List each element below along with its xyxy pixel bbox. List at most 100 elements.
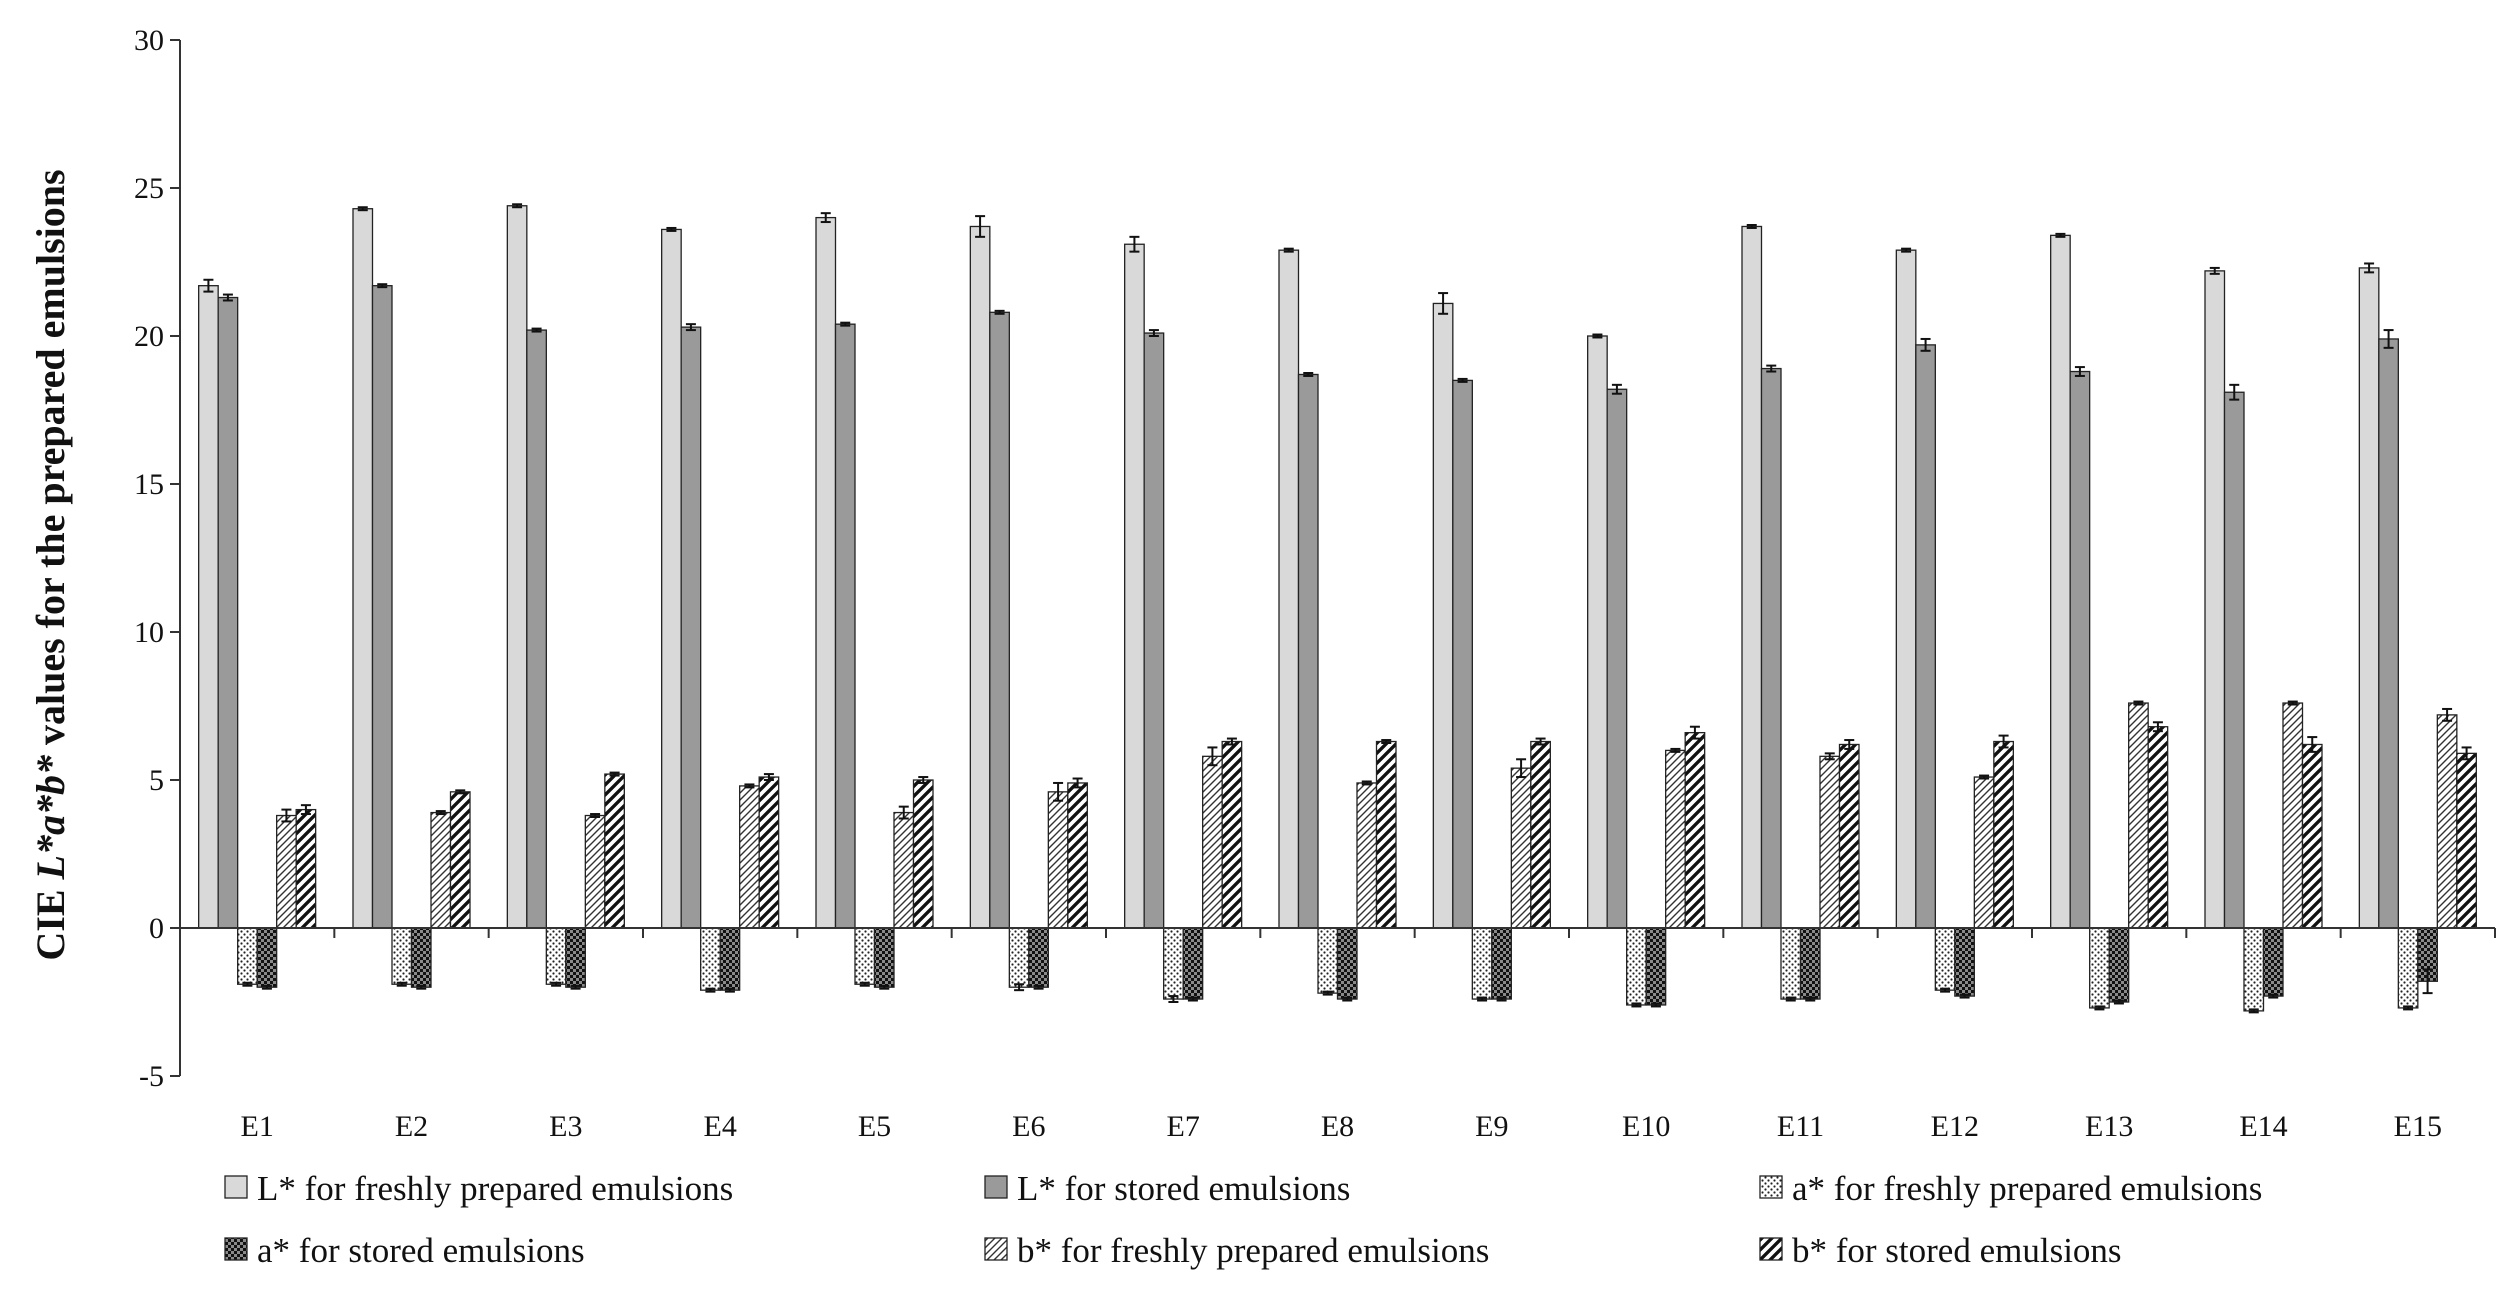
- error-bar: [2268, 993, 2279, 999]
- y-axis: -5 0 5 10 15 20 25 30: [134, 24, 181, 1093]
- bar: [1336, 927, 1358, 1000]
- error-bars: [203, 203, 2472, 1014]
- bar: [1375, 740, 1397, 929]
- error-bar: [590, 813, 601, 818]
- bar: [1606, 388, 1628, 929]
- legend-item: b* for freshly prepared emulsions: [984, 1231, 1489, 1270]
- bar: [276, 814, 297, 929]
- bar: [1895, 249, 1917, 929]
- y-tick-label: 0: [149, 912, 164, 945]
- error-bar: [2403, 1005, 2414, 1011]
- error-bar: [1361, 780, 1372, 786]
- error-bar: [416, 984, 427, 990]
- bar: [2456, 752, 2477, 929]
- bar: [1008, 927, 1030, 988]
- legend-label: a* for stored emulsions: [257, 1231, 585, 1270]
- error-bar: [1207, 746, 1218, 767]
- error-bar: [1381, 739, 1392, 744]
- bar: [565, 927, 586, 988]
- bar: [2243, 927, 2265, 1012]
- legend-label: L* for stored emulsions: [1017, 1169, 1350, 1208]
- y-tick-label: 25: [134, 172, 164, 205]
- x-tick-label: E11: [1777, 1110, 1824, 1143]
- error-bar: [1650, 1002, 1661, 1008]
- bar: [1684, 731, 1706, 929]
- bar: [1202, 755, 1223, 929]
- bar: [1124, 243, 1145, 929]
- error-bar: [1014, 983, 1025, 992]
- legend-label: L* for freshly prepared emulsions: [257, 1169, 733, 1208]
- x-tick-label: E14: [2239, 1110, 2287, 1143]
- bar: [834, 323, 856, 929]
- bar: [526, 329, 547, 929]
- bar: [1491, 927, 1512, 1000]
- bar: [1432, 302, 1454, 929]
- y-axis-title-prefix: CIE: [28, 879, 73, 960]
- error-bar: [1824, 752, 1835, 761]
- bar: [1317, 927, 1339, 994]
- bar: [391, 927, 413, 985]
- bar: [604, 773, 625, 929]
- error-bar: [2307, 736, 2318, 753]
- bar: [719, 927, 741, 991]
- bar: [1182, 927, 1204, 1000]
- error-bar: [975, 215, 986, 238]
- error-bar: [512, 203, 523, 209]
- bar: [1278, 249, 1300, 929]
- legend-swatch: [224, 1175, 248, 1199]
- error-bar: [1746, 224, 1757, 229]
- bar: [2378, 338, 2399, 929]
- bar: [2089, 927, 2110, 1009]
- bar: [854, 927, 876, 985]
- bar: [1047, 791, 1069, 929]
- error-bar: [1901, 247, 1912, 253]
- error-bar: [551, 981, 562, 987]
- error-bar: [2287, 700, 2298, 706]
- bar: [912, 779, 934, 929]
- error-bar: [203, 278, 214, 293]
- error-bar: [2364, 262, 2375, 274]
- bar: [2301, 743, 2323, 929]
- bar: [237, 927, 258, 985]
- error-bar: [1496, 996, 1507, 1002]
- bar: [1934, 927, 1956, 991]
- error-bar: [2229, 383, 2240, 401]
- bar: [506, 205, 528, 929]
- bar: [1954, 927, 1975, 997]
- error-bar: [1457, 377, 1468, 383]
- bar: [1221, 740, 1243, 929]
- error-bar: [2442, 707, 2453, 722]
- bar: [2204, 270, 2226, 929]
- bar: [1799, 927, 1821, 1000]
- x-tick-label: E2: [395, 1110, 428, 1143]
- error-bar: [2074, 366, 2085, 377]
- bar: [295, 808, 317, 929]
- bar: [1838, 743, 1860, 929]
- error-bar: [685, 323, 696, 332]
- error-bar: [1785, 996, 1796, 1002]
- bar: [584, 814, 606, 929]
- y-axis-title: CIE L*a*b* values for the prepared emuls…: [28, 169, 73, 960]
- error-bar: [1959, 993, 1970, 999]
- bar: [661, 228, 682, 929]
- error-bar: [994, 309, 1005, 315]
- bar: [1915, 344, 1936, 929]
- legend-swatch: [984, 1237, 1008, 1261]
- error-bar: [724, 987, 735, 993]
- bar: [1510, 767, 1532, 929]
- error-bar: [1226, 737, 1237, 746]
- error-bar: [396, 981, 407, 987]
- y-tick-label: 15: [134, 468, 164, 501]
- bar: [1665, 749, 1686, 929]
- legend-label: b* for stored emulsions: [1792, 1231, 2122, 1270]
- bar: [2069, 370, 2091, 929]
- y-tick-label: 10: [134, 616, 164, 649]
- legend-label: b* for freshly prepared emulsions: [1017, 1231, 1489, 1270]
- legend-swatch: [984, 1175, 1008, 1199]
- error-bar: [435, 810, 446, 816]
- y-tick-label: -5: [139, 1060, 164, 1093]
- error-bar: [666, 226, 677, 232]
- bar: [2108, 927, 2130, 1003]
- y-tick-label: 30: [134, 24, 164, 57]
